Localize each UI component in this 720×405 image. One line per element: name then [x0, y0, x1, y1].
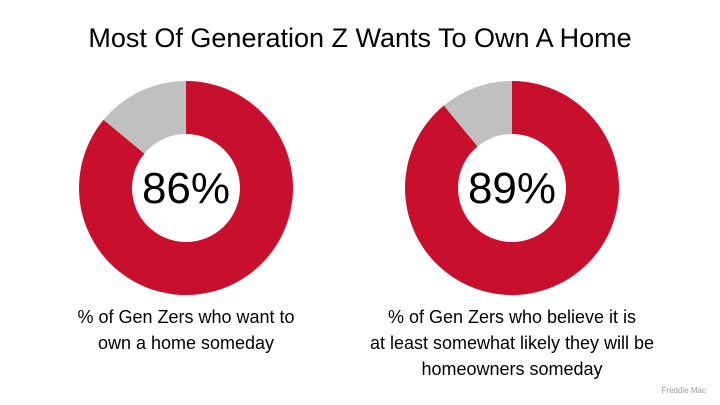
- donut-chart-1: 86%: [36, 78, 336, 298]
- page-title: Most Of Generation Z Wants To Own A Home: [88, 23, 632, 53]
- donut-1-caption: % of Gen Zers who want to own a home som…: [36, 304, 336, 356]
- donut-chart-2: 89%: [362, 78, 662, 298]
- donut-2-caption-line: homeowners someday: [421, 359, 603, 379]
- donut-2-caption-line: at least somewhat likely they will be: [369, 333, 655, 353]
- donut-2-caption: % of Gen Zers who believe it is at least…: [362, 304, 662, 382]
- donut-panel-1: 86% % of Gen Zers who want to own a home…: [36, 78, 336, 353]
- donut-2-center-label: 89%: [468, 164, 556, 213]
- donut-1-center: [132, 134, 240, 242]
- donut-chart-1-svg: 86%: [78, 81, 293, 295]
- donut-panel-2: 89% % of Gen Zers who believe it is at l…: [362, 78, 662, 379]
- source-credit: Freddie Mac: [661, 386, 706, 395]
- donut-2-caption-line: % of Gen Zers who believe it is: [387, 307, 637, 327]
- donut-1-center-label: 86%: [142, 164, 230, 213]
- donut-chart-2-svg: 89%: [405, 81, 619, 295]
- donut-2-center: [458, 134, 566, 242]
- donut-1-caption-line: own a home someday: [97, 333, 275, 353]
- donut-1-caption-line: % of Gen Zers who want to: [77, 307, 295, 327]
